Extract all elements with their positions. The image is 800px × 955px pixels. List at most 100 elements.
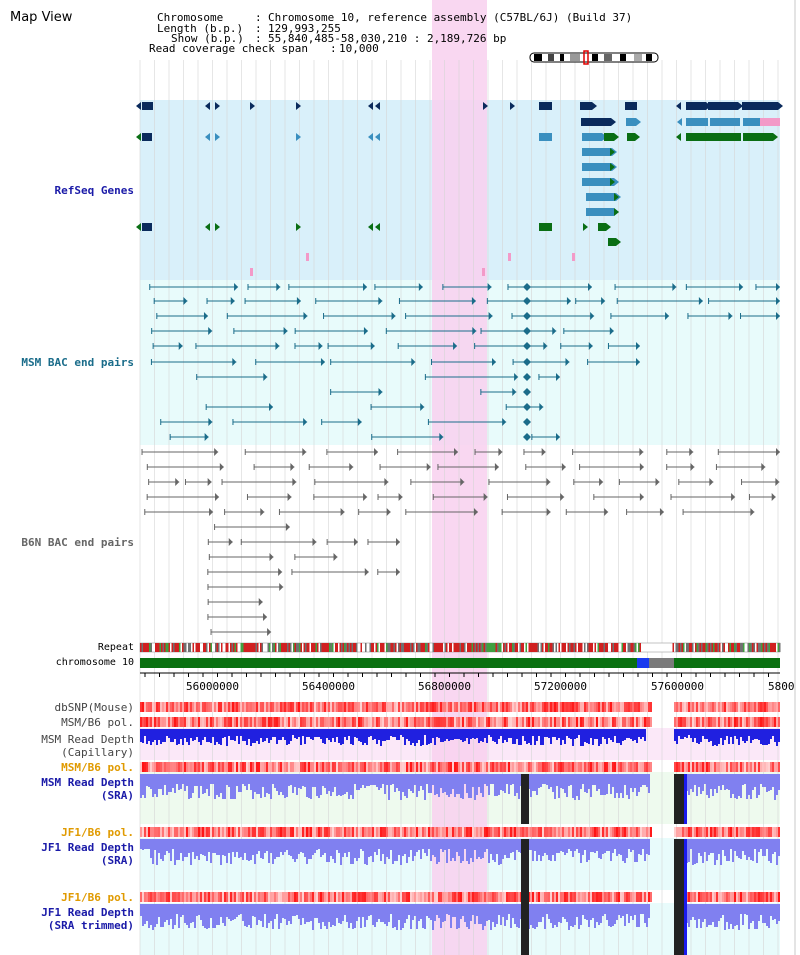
polymorphism-cell bbox=[528, 762, 530, 772]
polymorphism-cell bbox=[308, 827, 310, 837]
polymorphism-cell bbox=[142, 702, 144, 712]
polymorphism-cell bbox=[346, 827, 348, 837]
polymorphism-cell bbox=[472, 717, 474, 727]
read-depth-bar bbox=[776, 904, 778, 924]
polymorphism-cell bbox=[642, 827, 644, 837]
repeat-element bbox=[768, 643, 770, 652]
polymorphism-cell bbox=[182, 827, 184, 837]
read-depth-bar bbox=[508, 729, 510, 738]
repeat-element bbox=[705, 643, 707, 652]
polymorphism-cell bbox=[392, 762, 394, 772]
read-depth-bar bbox=[434, 839, 436, 857]
polymorphism-cell bbox=[424, 892, 426, 902]
polymorphism-cell bbox=[460, 702, 462, 712]
polymorphism-cell bbox=[256, 827, 258, 837]
read-depth-bar bbox=[342, 774, 344, 795]
polymorphism-cell bbox=[482, 702, 484, 712]
polymorphism-cell bbox=[602, 827, 604, 837]
gene-marker bbox=[215, 102, 220, 110]
bac-pair-arrow bbox=[208, 418, 213, 426]
polymorphism-cell bbox=[310, 717, 312, 727]
read-depth-bar bbox=[568, 729, 570, 738]
polymorphism-cell bbox=[380, 762, 382, 772]
read-depth-bar bbox=[756, 729, 758, 739]
polymorphism-cell bbox=[698, 717, 700, 727]
read-depth-bar bbox=[612, 839, 614, 853]
polymorphism-cell bbox=[676, 717, 678, 727]
read-depth-bar bbox=[406, 774, 408, 798]
read-depth-bar bbox=[640, 729, 642, 739]
read-depth-bar bbox=[146, 774, 148, 786]
polymorphism-cell bbox=[686, 702, 688, 712]
track-label-jf1-depth-sra: JF1 Read Depth bbox=[41, 841, 134, 854]
polymorphism-cell bbox=[572, 702, 574, 712]
axis-tick-label: 57200000 bbox=[534, 680, 587, 693]
separator: : bbox=[330, 42, 337, 55]
polymorphism-cell bbox=[284, 702, 286, 712]
polymorphism-cell bbox=[620, 762, 622, 772]
polymorphism-cell bbox=[576, 827, 578, 837]
read-depth-bar bbox=[238, 729, 240, 744]
repeat-element bbox=[434, 643, 436, 652]
repeat-element bbox=[759, 643, 761, 652]
polymorphism-cell bbox=[494, 717, 496, 727]
polymorphism-cell bbox=[488, 717, 490, 727]
read-depth-bar bbox=[394, 904, 396, 927]
polymorphism-cell bbox=[430, 717, 432, 727]
gene-marker bbox=[136, 223, 141, 231]
read-depth-bar bbox=[540, 774, 542, 787]
read-depth-bar bbox=[700, 839, 702, 856]
read-depth-bar bbox=[202, 774, 204, 794]
polymorphism-cell bbox=[500, 717, 502, 727]
repeat-element bbox=[572, 643, 574, 652]
polymorphism-cell bbox=[168, 762, 170, 772]
gene-feature bbox=[582, 163, 612, 171]
bac-pair-arrow bbox=[279, 583, 284, 591]
read-depth-bar bbox=[290, 839, 292, 856]
track-label-refseq[interactable]: RefSeq Genes bbox=[54, 184, 134, 197]
polymorphism-cell bbox=[372, 827, 374, 837]
read-depth-bar bbox=[382, 774, 384, 784]
polymorphism-cell bbox=[342, 827, 344, 837]
read-depth-bar bbox=[394, 729, 396, 737]
polymorphism-cell bbox=[154, 827, 156, 837]
bac-pair-arrow bbox=[639, 448, 644, 456]
chromosome-gap bbox=[637, 658, 649, 668]
repeat-element bbox=[387, 643, 389, 652]
polymorphism-cell bbox=[364, 892, 366, 902]
polymorphism-cell bbox=[386, 892, 388, 902]
polymorphism-cell bbox=[520, 702, 522, 712]
read-depth-bar bbox=[194, 839, 196, 859]
polymorphism-cell bbox=[332, 762, 334, 772]
read-depth-bar bbox=[252, 729, 254, 743]
read-depth-bar bbox=[444, 729, 446, 741]
polymorphism-cell bbox=[196, 717, 198, 727]
read-depth-bar bbox=[314, 729, 316, 737]
track-label-msm-bac[interactable]: MSM BAC end pairs bbox=[21, 356, 134, 369]
read-depth-bar bbox=[316, 839, 318, 850]
read-depth-bar bbox=[240, 904, 242, 914]
read-depth-bar bbox=[474, 774, 476, 800]
polymorphism-cell bbox=[322, 762, 324, 772]
polymorphism-cell bbox=[638, 717, 640, 727]
read-depth-bar bbox=[534, 904, 536, 929]
polymorphism-cell bbox=[430, 827, 432, 837]
bac-marker bbox=[523, 358, 531, 366]
bac-pair-arrow bbox=[639, 493, 644, 501]
polymorphism-cell bbox=[608, 762, 610, 772]
polymorphism-cell bbox=[676, 702, 678, 712]
read-depth-bar bbox=[636, 839, 638, 862]
polymorphism-cell bbox=[140, 702, 142, 712]
read-depth-bar bbox=[260, 839, 262, 858]
read-depth-bar bbox=[620, 729, 622, 745]
polymorphism-cell bbox=[436, 827, 438, 837]
polymorphism-cell bbox=[744, 827, 746, 837]
read-depth-bar bbox=[638, 904, 640, 927]
polymorphism-cell bbox=[744, 892, 746, 902]
repeat-element bbox=[702, 643, 704, 652]
bac-pair-arrow bbox=[739, 283, 744, 291]
track-label-b6n-bac[interactable]: B6N BAC end pairs bbox=[21, 536, 134, 549]
repeat-element bbox=[707, 643, 709, 652]
bac-pair-arrow bbox=[420, 403, 425, 411]
read-depth-bar bbox=[170, 904, 172, 919]
